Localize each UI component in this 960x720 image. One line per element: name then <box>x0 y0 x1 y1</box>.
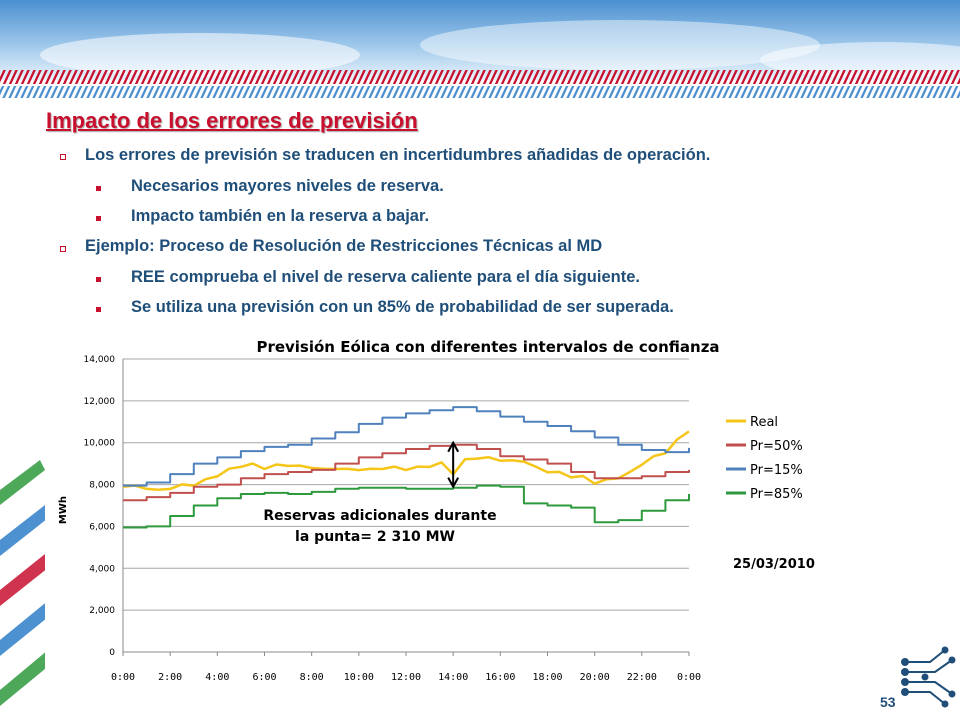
sub-bullet-text: REE comprueba el nivel de reserva calien… <box>131 268 640 286</box>
x-tick-label: 18:00 <box>532 672 562 683</box>
y-tick-label: 0 <box>109 648 115 658</box>
bullet-text: Ejemplo: Proceso de Resolución de Restri… <box>85 237 603 255</box>
cloud <box>40 33 360 77</box>
y-tick-label: 4,000 <box>89 564 115 574</box>
legend-label: Real <box>750 415 778 430</box>
hatch-band-blue <box>0 86 960 98</box>
y-axis-label: MWh <box>58 496 69 524</box>
x-tick-label: 2:00 <box>158 672 182 683</box>
bullet-square-icon <box>60 154 66 160</box>
cloud <box>760 42 960 78</box>
sub-bullet-text: Necesarios mayores niveles de reserva. <box>131 177 444 195</box>
legend-label: Pr=50% <box>750 439 803 454</box>
y-tick-label: 14,000 <box>84 355 116 365</box>
y-tick-label: 12,000 <box>84 397 116 407</box>
hatch-band-red <box>0 70 960 84</box>
chart-area <box>45 332 845 692</box>
annotation-text: la punta= 2 310 MW <box>295 529 455 545</box>
bullet-square-icon <box>60 246 66 252</box>
slide-title: Impacto de los errores de previsión <box>46 108 418 133</box>
series-line-real <box>122 430 690 491</box>
bullet-small-square-icon <box>96 216 101 221</box>
x-tick-label: 22:00 <box>627 672 657 683</box>
legend-label: Pr=85% <box>750 487 803 502</box>
series-line-pr85 <box>123 484 690 529</box>
legend-label: Pr=15% <box>750 463 803 478</box>
x-tick-label: 16:00 <box>485 672 515 683</box>
x-tick-label: 14:00 <box>438 672 468 683</box>
chart-title: Previsión Eólica con diferentes interval… <box>256 338 719 356</box>
bullet-text: Los errores de previsión se traducen en … <box>85 146 711 164</box>
x-tick-label: 20:00 <box>580 672 610 683</box>
x-tick-label: 4:00 <box>205 672 229 683</box>
arrow-head-up-icon <box>447 440 460 453</box>
sub-bullet-text: Se utiliza una previsión con un 85% de p… <box>131 298 674 316</box>
x-tick-label: 0:00 <box>677 672 701 683</box>
x-tick-label: 12:00 <box>391 672 421 683</box>
arrow-head-down-icon <box>447 477 460 489</box>
page-number: 53 <box>880 694 896 710</box>
series-line-pr15 <box>123 406 690 487</box>
series-line-pr50 <box>123 443 690 502</box>
y-tick-label: 8,000 <box>89 481 115 491</box>
bullet-small-square-icon <box>96 277 101 282</box>
annotation-text: Reservas adicionales durante <box>263 508 496 524</box>
bullet-small-square-icon <box>96 307 101 312</box>
x-tick-label: 10:00 <box>344 672 374 683</box>
x-tick-label: 8:00 <box>300 672 324 683</box>
y-tick-label: 2,000 <box>89 606 115 616</box>
x-tick-label: 0:00 <box>111 672 135 683</box>
sub-bullet-text: Impacto también en la reserva a bajar. <box>131 207 430 225</box>
bullet-small-square-icon <box>96 186 101 191</box>
x-tick-label: 6:00 <box>252 672 276 683</box>
date-label: 25/03/2010 <box>733 557 815 572</box>
y-tick-label: 6,000 <box>89 522 115 532</box>
y-tick-label: 10,000 <box>84 439 116 449</box>
cloud <box>420 20 820 70</box>
ree-logo-icon <box>901 646 956 708</box>
